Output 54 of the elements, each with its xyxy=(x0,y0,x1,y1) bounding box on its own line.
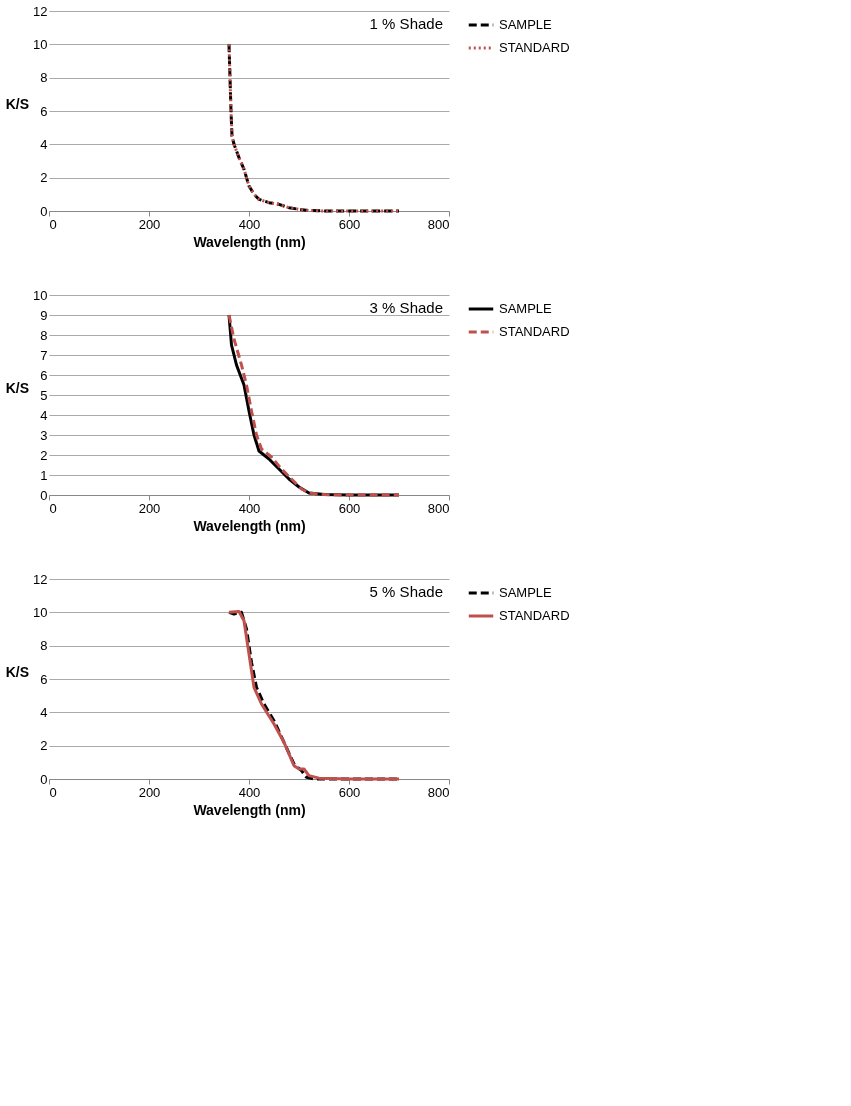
legend-label: STANDARD xyxy=(499,608,570,623)
y-tick-label: 10 xyxy=(33,604,48,620)
y-tick-label: 7 xyxy=(40,347,48,363)
x-tick-label: 600 xyxy=(338,216,361,232)
y-tick-label: 9 xyxy=(40,307,48,323)
line-series xyxy=(227,610,401,781)
legend-label: SAMPLE xyxy=(499,301,553,316)
x-tick-label: 800 xyxy=(427,216,450,232)
y-tick-label: 4 xyxy=(40,704,48,720)
x-axis-title: Wavelength (nm) xyxy=(193,517,306,534)
y-tick-label: 4 xyxy=(40,136,48,152)
x-tick-label: 400 xyxy=(238,784,261,800)
x-tick-label: 200 xyxy=(138,500,161,516)
y-tick-label: 8 xyxy=(40,327,48,343)
x-axis-title: Wavelength (nm) xyxy=(193,233,306,250)
y-tick-label: 6 xyxy=(40,367,48,383)
y-tick-label: 12 xyxy=(33,3,48,19)
y-tick-label: 6 xyxy=(40,103,48,119)
x-tick-label: 800 xyxy=(427,500,450,516)
y-tick-label: 2 xyxy=(40,170,48,186)
y-tick-label: 0 xyxy=(40,203,48,219)
x-tick-label: 200 xyxy=(138,784,161,800)
y-tick-label: 2 xyxy=(40,447,48,463)
y-tick-label: 8 xyxy=(40,638,48,654)
y-axis-title: K/S xyxy=(5,95,30,112)
legend-label: STANDARD xyxy=(499,40,570,55)
y-tick-label: 2 xyxy=(40,738,48,754)
legend-label: STANDARD xyxy=(499,324,570,339)
chart-title: 1 % Shade xyxy=(369,15,443,32)
y-tick-label: 0 xyxy=(40,487,48,503)
x-tick-label: 200 xyxy=(138,216,161,232)
line-series xyxy=(227,42,401,213)
chart-title: 3 % Shade xyxy=(369,299,443,316)
legend-label: SAMPLE xyxy=(499,17,553,32)
y-tick-label: 12 xyxy=(33,571,48,587)
x-axis-title: Wavelength (nm) xyxy=(193,801,306,818)
chart-title: 5 % Shade xyxy=(369,583,443,600)
y-tick-label: 3 xyxy=(40,427,48,443)
y-tick-label: 6 xyxy=(40,671,48,687)
y-tick-label: 0 xyxy=(40,771,48,787)
y-tick-label: 5 xyxy=(40,387,48,403)
y-axis-title: K/S xyxy=(5,379,30,396)
x-tick-label: 400 xyxy=(238,216,261,232)
x-tick-label: 800 xyxy=(427,784,450,800)
y-tick-label: 4 xyxy=(40,407,48,423)
y-tick-label: 8 xyxy=(40,70,48,86)
y-tick-label: 10 xyxy=(33,36,48,52)
x-tick-label: 600 xyxy=(338,500,361,516)
legend-label: SAMPLE xyxy=(499,585,553,600)
y-axis-title: K/S xyxy=(5,663,30,680)
y-tick-label: 10 xyxy=(33,287,48,303)
x-tick-label: 400 xyxy=(238,500,261,516)
x-tick-label: 600 xyxy=(338,784,361,800)
y-tick-label: 1 xyxy=(40,467,48,483)
